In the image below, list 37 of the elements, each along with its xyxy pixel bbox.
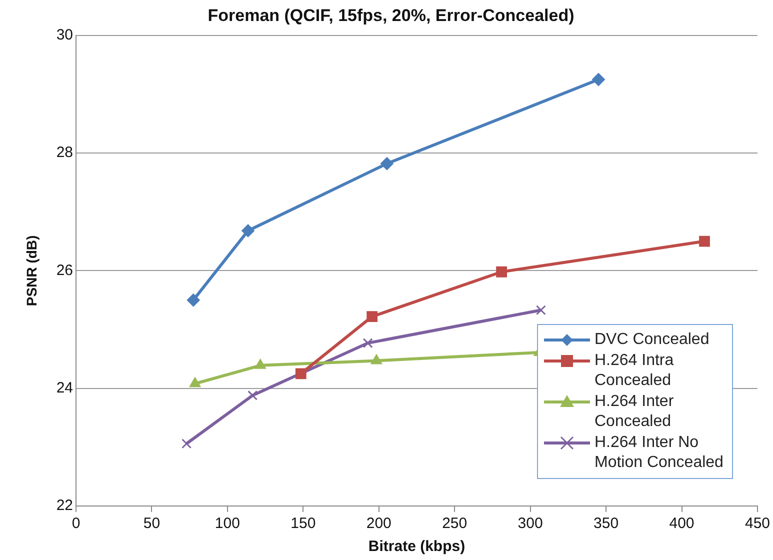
point (248, 390, 258, 400)
x-tick-label: 350 (594, 515, 619, 532)
x-tick-label: 250 (442, 515, 468, 532)
x-tick-label: 100 (214, 515, 240, 532)
point (182, 438, 192, 449)
point (242, 224, 255, 238)
x-axis-title: Bitrate (kbps) (368, 538, 466, 556)
x-tick-label: 150 (290, 515, 316, 532)
point (370, 354, 382, 364)
y-tick-label: 30 (56, 26, 73, 44)
y-tick-label: 22 (56, 497, 73, 514)
x-tick-label: 450 (744, 515, 770, 532)
point (496, 266, 507, 278)
point (366, 311, 378, 322)
legend-label: H.264 Inter Concealed (594, 392, 675, 432)
point (254, 358, 266, 369)
y-axis-title: PSNR (dB) (23, 235, 40, 306)
point (186, 294, 200, 307)
point (362, 338, 373, 348)
point (592, 73, 605, 86)
legend-label: DVC Concealed (594, 330, 710, 350)
x-tick-label: 300 (518, 515, 543, 532)
y-tick-label: 26 (56, 262, 73, 279)
point (536, 305, 546, 316)
point (189, 377, 201, 388)
x-tick-label: 50 (143, 515, 160, 532)
legend-label: H.264 Intra Concealed (594, 351, 675, 391)
x-tick-label: 200 (366, 515, 392, 532)
point (699, 236, 710, 247)
y-tick-label: 28 (56, 144, 73, 162)
x-tick-label: 400 (669, 515, 694, 532)
point (380, 157, 394, 170)
legend-label: H.264 Inter No Motion Concealed (594, 433, 724, 473)
chart-title: Foreman (QCIF, 15fps, 20%, Error-Concealed) (208, 6, 574, 25)
x-tick-label: 0 (72, 515, 80, 532)
point (295, 368, 306, 380)
y-tick-label: 24 (56, 379, 73, 396)
